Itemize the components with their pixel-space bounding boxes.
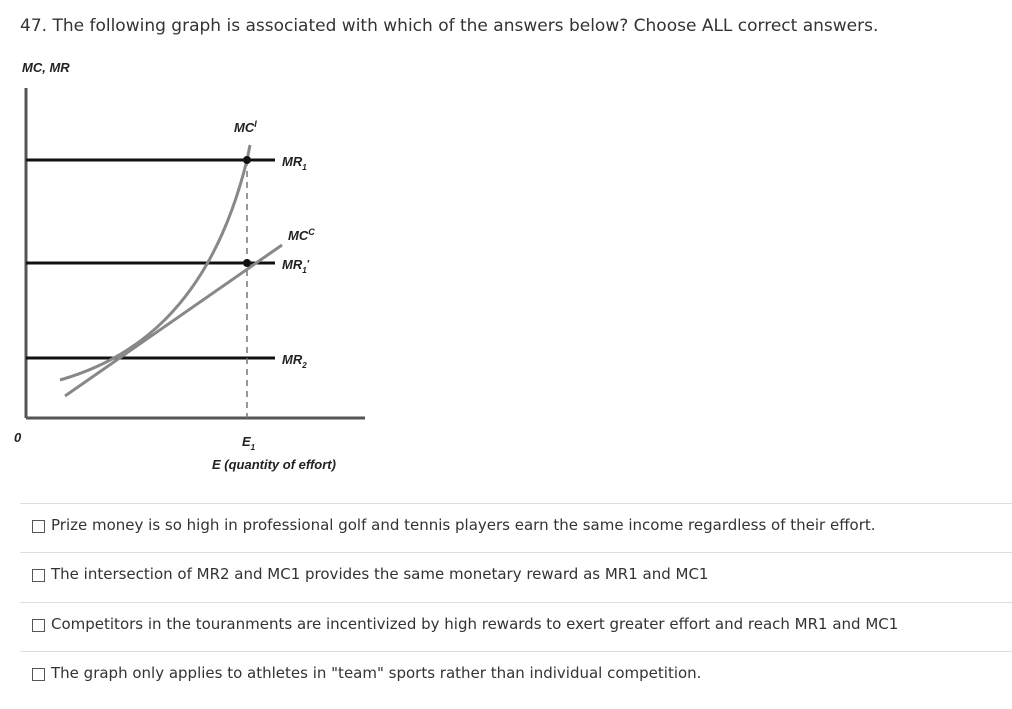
question-number: 47. [20,16,48,36]
label-prime: ′ [307,259,310,270]
point [243,259,251,267]
checkbox[interactable] [32,668,45,681]
option-text: Prize money is so high in professional g… [51,516,876,534]
label: MC [288,228,309,243]
checkbox[interactable] [32,569,45,582]
label-sup: C [308,227,315,237]
mc-i-label: MCI [234,119,257,135]
label: MC [234,120,255,135]
label: MR [282,154,303,169]
origin-label: 0 [14,430,22,445]
checkbox[interactable] [32,619,45,632]
mc-individual-curve [59,144,252,382]
y-axis-label: MC, MR [22,60,70,75]
question: 47. The following graph is associated wi… [20,16,878,36]
question-text: The following graph is associated with w… [52,16,879,36]
option: Competitors in the touranments are incen… [20,602,1012,652]
label: E [242,434,251,449]
x-axis-label: E (quantity of effort) [212,457,336,472]
option: The graph only applies to athletes in "t… [20,651,1012,701]
mr1-label: MR1 [282,154,307,172]
label-sup: I [254,119,257,129]
option-text: The graph only applies to athletes in "t… [51,664,702,682]
label: MR [282,352,303,367]
graph: MC, MR MCI MR1 MCC MR1′ MR2 0 E1 E (quan… [14,60,365,472]
label-sub: 1 [302,266,307,275]
mc-c-label: MCC [288,227,315,243]
mr1-prime-label: MR1′ [282,257,310,275]
option: The intersection of MR2 and MC1 provides… [20,552,1012,602]
point [243,156,251,164]
label: MR [282,257,303,272]
label-sub: 1 [251,443,256,452]
mr2-label: MR2 [282,352,307,370]
e1-label: E1 [242,434,256,452]
mc-competitive-line [64,243,283,398]
label-sub: 1 [302,163,307,172]
checkbox[interactable] [32,520,45,533]
label-sub: 2 [301,361,307,370]
option-text: Competitors in the touranments are incen… [51,615,899,633]
option: Prize money is so high in professional g… [20,503,1012,553]
option-text: The intersection of MR2 and MC1 provides… [51,565,709,583]
